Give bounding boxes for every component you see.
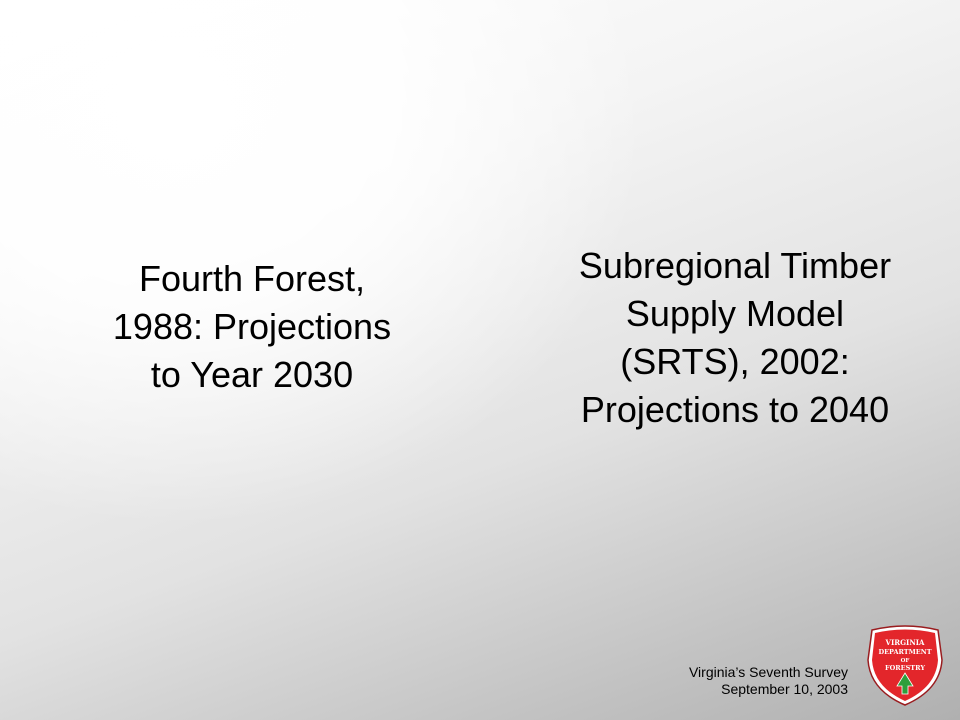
right-heading-srts: Subregional Timber Supply Model (SRTS), … <box>578 245 892 430</box>
virginia-department-of-forestry-seal-icon: VIRGINIA DEPARTMENT OF FORESTRY <box>867 625 943 706</box>
left-heading-fourth-forest: Fourth Forest, 1988: Projections to Year… <box>112 258 392 395</box>
seal-text-of: OF <box>901 658 910 664</box>
seal-tree-icon <box>896 672 914 695</box>
slide-footer: Virginia’s Seventh Survey September 10, … <box>689 664 848 698</box>
seal-text-department: DEPARTMENT <box>878 648 931 656</box>
footer-survey-title: Virginia’s Seventh Survey <box>688 664 848 680</box>
seal-text-virginia: VIRGINIA <box>885 638 925 647</box>
footer-date: September 10, 2003 <box>721 681 848 697</box>
seal-text-forestry: FORESTRY <box>885 664 925 672</box>
